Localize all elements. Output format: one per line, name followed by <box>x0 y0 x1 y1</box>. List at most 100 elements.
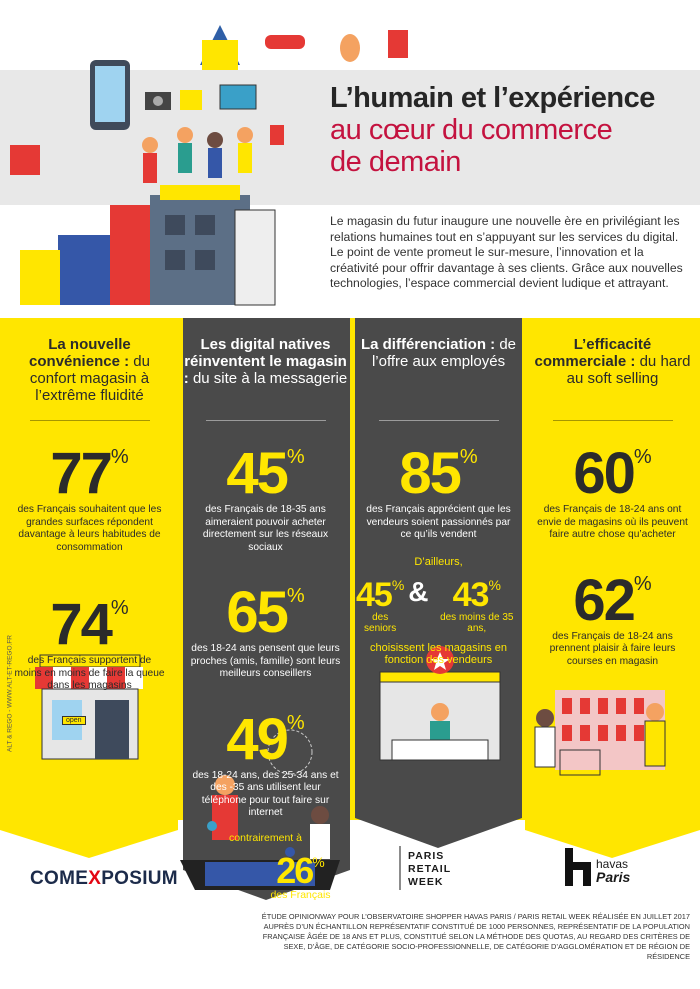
logo-text: Paris <box>596 869 631 885</box>
split-intro: D’ailleurs, <box>414 555 463 568</box>
heading-rest: du confort magasin à l’extrême fluidité <box>29 353 150 404</box>
column-heading: L’efficacité commerciale : du hard au so… <box>530 336 695 420</box>
logo-text: PARIS <box>408 850 445 862</box>
stat-unit: % <box>488 576 501 593</box>
separator <box>29 420 150 421</box>
stat-unit: % <box>312 853 325 870</box>
shelves-illustration <box>534 690 666 776</box>
split-item: 45% des seniors <box>356 568 404 634</box>
stat-unit: % <box>459 446 478 468</box>
heading-bold: La différenciation : <box>360 336 496 353</box>
column: La nouvelle convénience : du confort mag… <box>7 336 172 725</box>
stat-value: 45 <box>226 441 288 506</box>
stat-unit: % <box>286 585 305 607</box>
stat-unit: % <box>391 576 405 593</box>
stat-unit: % <box>286 446 305 468</box>
column: Les digital natives réinventent le magas… <box>183 336 348 901</box>
stat-value: 45 <box>356 575 393 614</box>
stat-value: 85 <box>399 441 461 506</box>
stat-unit: % <box>286 711 305 734</box>
credit: ALT & REGO - WWW.ALT-ET-REGO.FR <box>6 635 14 753</box>
stat-number: 49% <box>183 695 348 768</box>
title-line: L’humain et l’expérience <box>330 82 655 114</box>
stat-number: 43% <box>433 568 521 612</box>
stat-number: 26% <box>253 844 348 889</box>
stat-value: 49 <box>226 706 288 772</box>
stat-number: 65% <box>183 568 348 642</box>
stat-text: des Français de 18-35 ans aimeraient pou… <box>202 504 329 553</box>
stat-value: 77 <box>50 441 112 506</box>
stat-text: des Français de 18-24 ans prennent plais… <box>549 630 676 667</box>
stat-text: des Français de 18-24 ans ont envie de m… <box>537 504 688 540</box>
stat-unit: % <box>633 446 652 468</box>
column-banner <box>183 318 350 900</box>
split-joiner: & <box>408 575 429 607</box>
title-line: de demain <box>330 146 461 178</box>
comexposium-logo: COMEXPOSIUM <box>30 868 178 890</box>
title: L’humain et l’expérience au cœur du comm… <box>330 82 695 178</box>
stat-number: 85% <box>356 429 521 503</box>
split-outro: choisissent les magasins en fonction des… <box>370 641 507 666</box>
stat-text: des 18-24 ans, des 25-34 ans et des -35 … <box>192 769 339 819</box>
stat-text: des Français supportent de moins en moin… <box>14 655 165 691</box>
stat-value: 74 <box>50 592 112 657</box>
column-heading: La nouvelle convénience : du confort mag… <box>7 336 172 420</box>
stat-unit: % <box>110 597 129 619</box>
heading-bold: Les digital natives réinventent le magas… <box>183 336 347 387</box>
stat-number: 60% <box>530 429 695 503</box>
storefront-illustration <box>35 654 143 760</box>
counter-illustration <box>379 646 501 761</box>
logo-text: X <box>88 868 102 889</box>
stat-number: 45% <box>183 429 348 503</box>
stat-text: des Français apprécient que les vendeurs… <box>366 504 511 540</box>
separator <box>205 420 326 421</box>
heading-bold: La nouvelle convénience : <box>29 336 131 370</box>
stat-unit: % <box>110 446 129 468</box>
column-heading: Les digital natives réinventent le magas… <box>183 336 348 420</box>
split-row: 45% des seniors & 43% des moins de 35 ans, <box>356 568 521 634</box>
logo-text: COME <box>30 868 89 889</box>
stat-number: 74% <box>7 580 172 654</box>
separator <box>378 420 499 421</box>
intro-text: Le magasin du futur inaugure une nouvell… <box>330 214 683 290</box>
split-label: des moins de 35 ans, <box>440 611 514 634</box>
havas-mark <box>565 848 591 886</box>
logo-text: RETAIL <box>408 863 452 875</box>
separator <box>552 420 673 421</box>
stat-number: 77% <box>7 429 172 503</box>
stat-value: 43 <box>452 575 490 614</box>
heading-rest: du site à la messagerie <box>192 370 348 387</box>
stat-unit: % <box>633 572 652 595</box>
heading-rest: de l’offre aux employés <box>371 336 517 370</box>
contrast-prefix: contrairement à <box>229 831 302 844</box>
phone-illustration <box>180 729 340 890</box>
column: L’efficacité commerciale : du hard au so… <box>530 336 695 682</box>
stat-value: 60 <box>573 441 635 506</box>
stat-text: des Français souhaitent que les grandes … <box>17 504 162 553</box>
contrast: contrairement à 26% des Français <box>183 832 348 901</box>
contrast-text: des Français <box>270 888 331 901</box>
logo-text: POSIUM <box>101 868 178 889</box>
heading-rest: du hard au soft selling <box>566 353 691 387</box>
split-label: des seniors <box>364 611 397 634</box>
shop-sign: open <box>62 716 86 725</box>
logo-text: WEEK <box>408 876 444 888</box>
stat-value: 62 <box>573 567 635 633</box>
split-item: 43% des moins de 35 ans, <box>433 568 521 634</box>
header-illustration <box>10 25 408 306</box>
title-line: au cœur du commerce <box>330 114 613 146</box>
stat-number: 45% <box>356 568 404 612</box>
stat-value: 65 <box>226 580 288 645</box>
stat-value: 26 <box>276 849 314 891</box>
footnote: ÉTUDE OPINIONWAY POUR L’OBSERVATOIRE SHO… <box>261 912 690 961</box>
column-heading: La différenciation : de l’offre aux empl… <box>356 336 521 420</box>
havas-logo: havas Paris <box>596 857 631 885</box>
stat-number: 62% <box>530 556 695 629</box>
column: La différenciation : de l’offre aux empl… <box>356 336 521 666</box>
stat-text: des 18-24 ans pensent que leurs proches … <box>190 643 341 679</box>
prw-logo: PARIS RETAIL WEEK <box>408 850 451 889</box>
heading-bold: L’efficacité commerciale : <box>534 336 652 370</box>
logo-text: havas <box>596 857 629 871</box>
